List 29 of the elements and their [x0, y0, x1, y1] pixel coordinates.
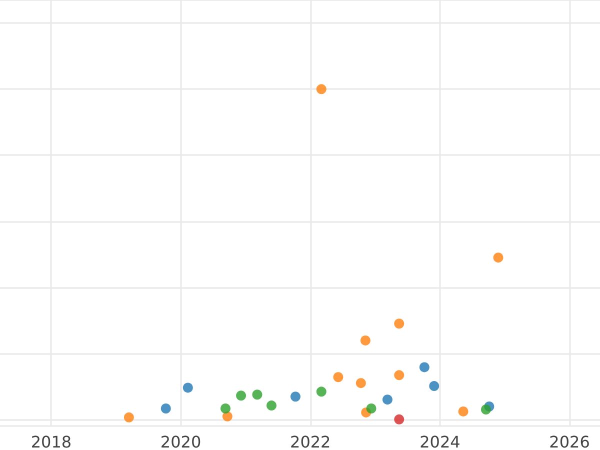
point: [394, 370, 404, 380]
point: [252, 390, 262, 400]
point: [382, 394, 392, 405]
x-tick-label: 2020: [160, 432, 202, 450]
point: [493, 252, 504, 263]
point: [316, 84, 326, 94]
point: [366, 404, 376, 414]
point: [356, 378, 366, 388]
point: [458, 406, 468, 416]
point: [333, 372, 344, 382]
point: [480, 404, 491, 414]
point: [182, 382, 193, 393]
point: [394, 414, 404, 424]
point: [360, 335, 370, 346]
point: [160, 404, 171, 414]
x-tick-label: 2022: [290, 432, 331, 450]
point: [290, 392, 300, 402]
x-tick-label: 2024: [420, 432, 460, 450]
point: [419, 362, 430, 372]
point: [220, 404, 230, 414]
x-tick-label: 2026: [549, 432, 590, 450]
point: [394, 318, 404, 329]
point: [429, 381, 440, 392]
point: [236, 390, 246, 401]
point: [316, 386, 326, 397]
x-tick-label: 2018: [30, 432, 72, 450]
point: [266, 400, 276, 411]
point: [222, 411, 232, 422]
point: [124, 412, 134, 422]
